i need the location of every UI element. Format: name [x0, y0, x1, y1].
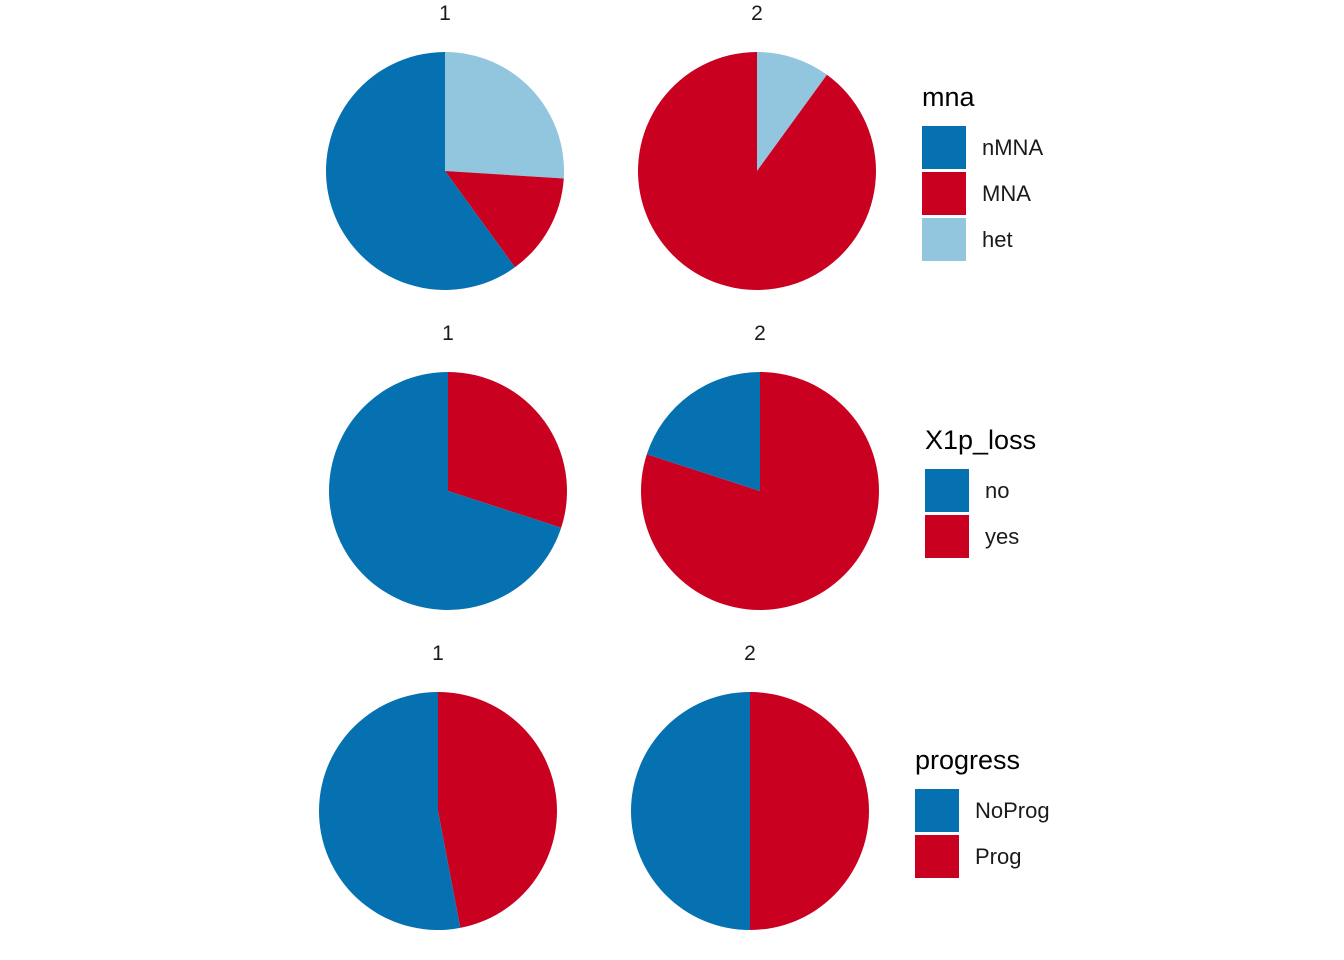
- legend-label-MNA: MNA: [982, 181, 1031, 206]
- pie-slice-MNA: [445, 171, 564, 268]
- pie-slice-Prog: [750, 692, 869, 930]
- pie-slice-nMNA: [325, 52, 515, 290]
- legend-title: X1p_loss: [925, 425, 1036, 455]
- legend-key-no: [925, 469, 969, 512]
- facet-label: 1: [432, 642, 444, 665]
- facet-label: 1: [439, 2, 451, 25]
- pie-slice-yes: [448, 372, 568, 528]
- pie-slice-no: [646, 372, 760, 491]
- pie-facet-2: 2: [637, 2, 876, 290]
- legend-key-nMNA: [922, 126, 966, 169]
- legend-key-het: [922, 218, 966, 261]
- legend-label-nMNA: nMNA: [982, 135, 1043, 160]
- legend-title: progress: [915, 745, 1020, 775]
- chart-row-progress: 1 2 progress NoProg Prog: [318, 642, 1050, 930]
- facet-label: 1: [442, 322, 454, 345]
- pie-slice-het: [757, 52, 827, 171]
- pie-slice-NoProg: [631, 692, 750, 930]
- pie-slice-no: [329, 372, 562, 611]
- facet-label: 2: [744, 642, 756, 665]
- pie-facet-1: 1: [329, 322, 568, 611]
- legend-key-yes: [925, 515, 969, 558]
- pie-slice-MNA: [637, 52, 876, 290]
- pie-slice-het: [445, 51, 565, 179]
- pie-facet-1: 1: [318, 642, 557, 930]
- facet-label: 2: [751, 2, 763, 25]
- legend-label-no: no: [985, 478, 1009, 503]
- legend-title: mna: [922, 82, 976, 112]
- pie-slice-yes: [640, 372, 879, 610]
- facet-label: 2: [754, 322, 766, 345]
- pie-slice-Prog: [438, 692, 557, 928]
- pie-slice-NoProg: [318, 692, 461, 930]
- legend-label-yes: yes: [985, 524, 1019, 549]
- legend-label-Prog: Prog: [975, 844, 1021, 869]
- legend-label-NoProg: NoProg: [975, 798, 1050, 823]
- legend-key-Prog: [915, 835, 959, 878]
- legend-label-het: het: [982, 227, 1013, 252]
- legend-key-MNA: [922, 172, 966, 215]
- pie-facet-2: 2: [640, 322, 879, 610]
- legend-progress: progress NoProg Prog: [915, 745, 1050, 878]
- pie-facet-1: 1: [325, 2, 565, 290]
- pie-facet-2: 2: [631, 642, 869, 930]
- legend-key-NoProg: [915, 789, 959, 832]
